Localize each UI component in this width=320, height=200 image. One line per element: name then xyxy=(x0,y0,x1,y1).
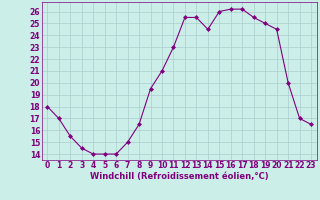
X-axis label: Windchill (Refroidissement éolien,°C): Windchill (Refroidissement éolien,°C) xyxy=(90,172,268,181)
